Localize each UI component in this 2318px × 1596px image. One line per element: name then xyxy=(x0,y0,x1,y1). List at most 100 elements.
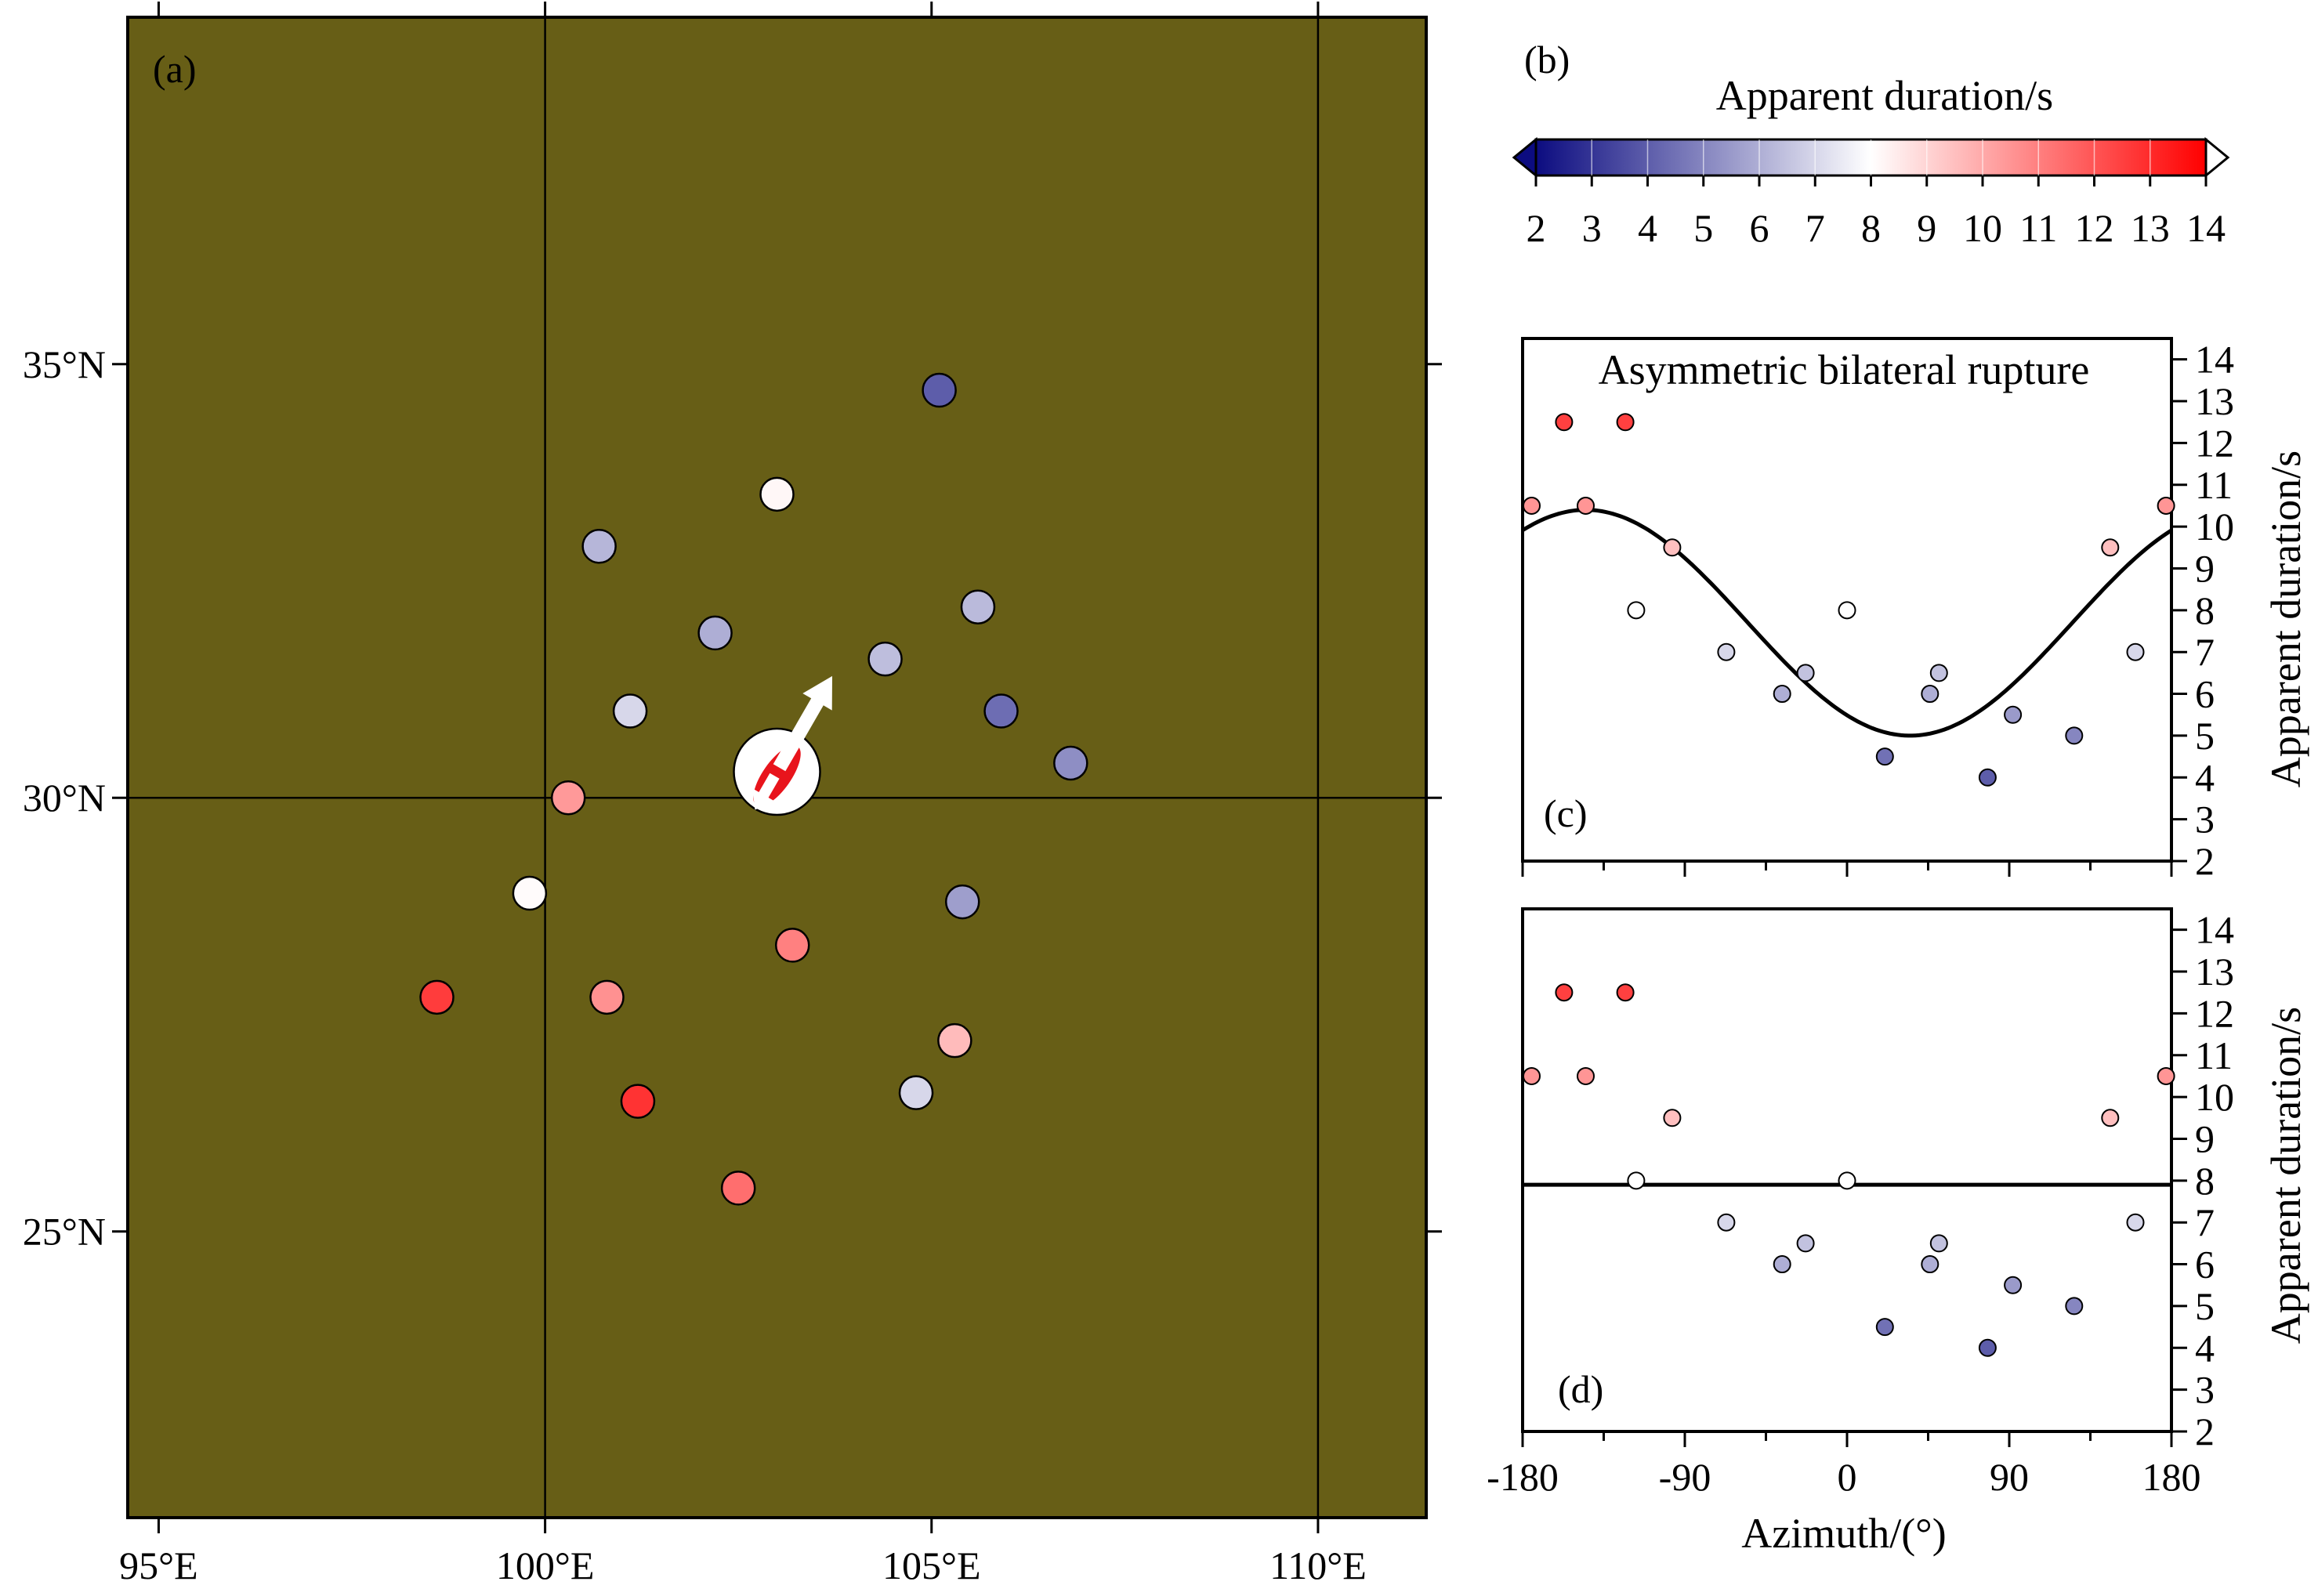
colorbar-title: Apparent duration/s xyxy=(1716,72,2053,119)
scatter-point xyxy=(1717,1213,1736,1232)
scatter-point xyxy=(1627,601,1646,620)
colorbar: 2 3 4 5 6 7 8 9 10 11 12 13 14 xyxy=(1512,136,2230,250)
x-tick-label: -180 xyxy=(1487,1455,1559,1499)
colorbar-tick-label: 2 xyxy=(1527,206,1546,250)
colorbar-tick-label: 5 xyxy=(1693,206,1713,250)
station-point xyxy=(1053,745,1088,781)
scatter-point xyxy=(1773,1255,1791,1274)
scatter-point xyxy=(2157,496,2175,515)
y-tick-label: 13 xyxy=(2195,950,2234,993)
colorbar-tick-label: 9 xyxy=(1917,206,1936,250)
panel-c-ylabel: Apparent duration/s xyxy=(2262,451,2309,787)
x-tick-label: 100°E xyxy=(496,1544,595,1587)
scatter-point xyxy=(1627,1171,1646,1190)
colorbar-tick-label: 8 xyxy=(1861,206,1881,250)
colorbar-tick-label: 7 xyxy=(1806,206,1825,250)
y-tick-label: 11 xyxy=(2195,463,2233,507)
panel-d-xlabel: Azimuth/(°) xyxy=(1741,1510,1947,1557)
station-point xyxy=(512,875,548,911)
scatter-point xyxy=(2004,705,2023,724)
scatter-point xyxy=(1577,1066,1595,1085)
colorbar-tick-label: 4 xyxy=(1638,206,1657,250)
y-tick-label: 7 xyxy=(2195,1200,2215,1244)
scatter-point xyxy=(1838,1171,1856,1190)
map-ticks: 95°E 100°E 105°E 110°E 25°N 30°N 35°N xyxy=(23,2,1442,1587)
x-tick-label: -90 xyxy=(1659,1455,1711,1499)
scatter-point xyxy=(1921,685,1940,704)
scatter-point xyxy=(2157,1066,2175,1085)
rupture-arrow-short xyxy=(752,773,780,810)
colorbar-tick-label: 12 xyxy=(2075,206,2114,250)
scatter-point xyxy=(1875,1318,1894,1337)
scatter-point xyxy=(1523,1066,1541,1085)
scatter-point xyxy=(1523,496,1541,515)
x-tick-label: 180 xyxy=(2142,1455,2201,1499)
scatter-point xyxy=(1616,413,1635,432)
colorbar-tick-label: 10 xyxy=(1963,206,2002,250)
fit-curve xyxy=(1521,508,2173,738)
panel-d-ylabel: Apparent duration/s xyxy=(2262,1007,2309,1344)
scatter-point xyxy=(1838,601,1856,620)
panel-c-annotation: Asymmetric bilateral rupture xyxy=(1599,346,2090,393)
epicenter-marker xyxy=(733,675,832,816)
y-tick-label: 12 xyxy=(2195,421,2234,465)
colorbar-high-triangle xyxy=(2204,136,2230,179)
station-point xyxy=(937,1022,972,1059)
station-point xyxy=(774,928,810,963)
scatter-point xyxy=(1875,747,1894,766)
colorbar-tick-label: 3 xyxy=(1582,206,1602,250)
panel-c-label: (c) xyxy=(1544,791,1588,835)
y-tick-label: 35°N xyxy=(23,342,106,386)
y-tick-label: 8 xyxy=(2195,1159,2215,1203)
scatter-point xyxy=(1978,768,1997,787)
station-point xyxy=(867,641,903,677)
scatter-point xyxy=(1663,1109,1682,1127)
y-tick-label: 9 xyxy=(2195,546,2215,590)
scatter-point xyxy=(1555,413,1574,432)
y-tick-label: 5 xyxy=(2195,1284,2215,1328)
y-tick-label: 8 xyxy=(2195,588,2215,632)
map-panel: 95°E 100°E 105°E 110°E 25°N 30°N 35°N (a) xyxy=(23,2,1442,1587)
station-point xyxy=(419,979,455,1015)
colorbar-low-triangle xyxy=(1512,136,1537,179)
x-tick-label: 95°E xyxy=(119,1544,198,1587)
station-point xyxy=(960,589,996,624)
scatter-point xyxy=(1616,983,1635,1002)
y-tick-label: 9 xyxy=(2195,1116,2215,1160)
scatter-point xyxy=(1929,664,1948,682)
scatter-point xyxy=(1796,664,1815,682)
scatter-point xyxy=(1555,983,1574,1002)
y-tick-label: 6 xyxy=(2195,1243,2215,1287)
colorbar-panel: (b) Apparent duration/s 2 3 4 5 6 7 8 9 10 11 12 13… xyxy=(1512,38,2230,250)
station-point xyxy=(983,693,1019,729)
scatter-point xyxy=(1663,538,1682,557)
scatter-point xyxy=(2101,1109,2120,1127)
y-tick-label: 4 xyxy=(2195,755,2215,799)
panel-b-label: (b) xyxy=(1524,38,1570,81)
station-point xyxy=(550,780,586,816)
scatter-point xyxy=(2101,538,2120,557)
y-tick-label: 7 xyxy=(2195,630,2215,674)
station-point xyxy=(697,615,733,651)
x-tick-label: 90 xyxy=(1990,1455,2029,1499)
y-tick-label: 10 xyxy=(2195,1075,2234,1119)
rupture-arrow-long xyxy=(773,675,832,772)
panel-d-points xyxy=(1523,983,2175,1357)
station-point xyxy=(612,693,648,729)
y-tick-label: 2 xyxy=(2195,1410,2215,1453)
y-tick-label: 30°N xyxy=(23,776,106,820)
scatter-point xyxy=(1717,642,1736,661)
station-point xyxy=(720,1171,756,1206)
panel-a-label: (a) xyxy=(153,47,197,91)
station-point xyxy=(589,979,625,1015)
y-tick-label: 14 xyxy=(2195,338,2234,382)
y-tick-label: 4 xyxy=(2195,1326,2215,1370)
station-point xyxy=(759,476,795,512)
scatter-point xyxy=(1796,1234,1815,1253)
scatter-point xyxy=(2065,1297,2084,1316)
y-tick-label: 6 xyxy=(2195,672,2215,716)
scatter-point xyxy=(1577,496,1595,515)
